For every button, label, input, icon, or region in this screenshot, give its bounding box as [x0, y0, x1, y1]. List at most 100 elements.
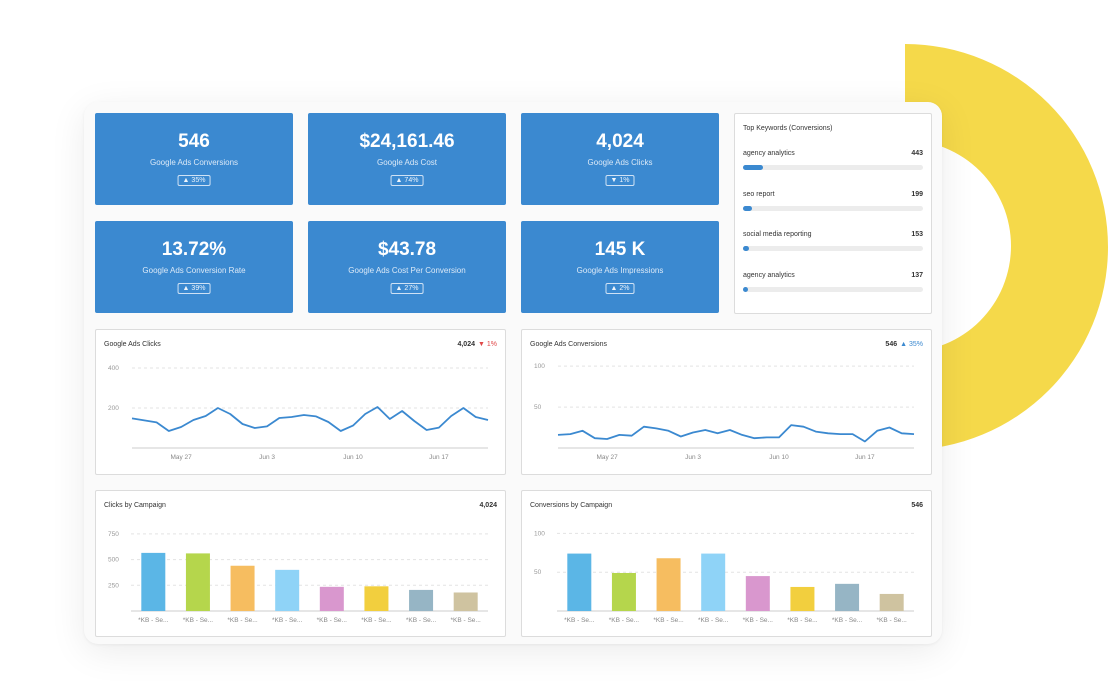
- x-tick-label: May 27: [170, 454, 192, 461]
- y-tick-label: 400: [108, 365, 119, 372]
- bar: [453, 592, 478, 611]
- x-tick-label: *KB - Se...: [787, 617, 818, 624]
- keyword-count: 443: [911, 150, 923, 157]
- kpi-change-badge: ▲ 27%: [390, 283, 424, 294]
- panel-title: Top Keywords (Conversions): [743, 125, 833, 132]
- panel-title: Google Ads Clicks: [104, 341, 161, 348]
- change-indicator: ▼ 1%: [478, 341, 497, 348]
- keyword-bar-track: [743, 206, 923, 211]
- y-tick-label: 750: [108, 531, 119, 538]
- keyword-bar-fill: [743, 165, 763, 170]
- keyword-row[interactable]: social media reporting 153: [743, 231, 923, 261]
- conversions-campaign-panel[interactable]: Conversions by Campaign 546 100 50 *KB - S…: [521, 490, 932, 637]
- kpi-tile-impressions[interactable]: 145 K Google Ads Impressions ▲ 2%: [521, 221, 719, 313]
- y-tick-label: 100: [534, 363, 545, 370]
- bar: [230, 565, 255, 611]
- top-keywords-panel[interactable]: Top Keywords (Conversions) agency analyt…: [734, 113, 932, 314]
- series-line: [131, 406, 489, 432]
- keyword-name: social media reporting: [743, 231, 812, 238]
- kpi-tile-conversions[interactable]: 546 Google Ads Conversions ▲ 35%: [95, 113, 293, 205]
- clicks-line-panel[interactable]: Google Ads Clicks 4,024 ▼ 1% 400 200 May 27…: [95, 329, 506, 475]
- kpi-label: Google Ads Impressions: [576, 266, 664, 275]
- kpi-tile-cost-per-conversion[interactable]: $43.78 Google Ads Cost Per Conversion ▲ …: [308, 221, 506, 313]
- kpi-value: 546: [178, 131, 210, 152]
- bar: [879, 593, 904, 611]
- kpi-tile-cost[interactable]: $24,161.46 Google Ads Cost ▲ 74%: [308, 113, 506, 205]
- kpi-label: Google Ads Cost Per Conversion: [348, 266, 466, 275]
- panel-total: 546: [911, 502, 923, 509]
- x-tick-label: *KB - Se...: [317, 617, 348, 624]
- kpi-value: $24,161.46: [359, 131, 455, 152]
- bar: [835, 583, 860, 611]
- bar: [364, 586, 389, 611]
- x-tick-label: *KB - Se...: [272, 617, 303, 624]
- panel-title: Clicks by Campaign: [104, 502, 166, 509]
- x-tick-label: *KB - Se...: [361, 617, 392, 624]
- bar: [745, 576, 770, 611]
- kpi-tile-conversion-rate[interactable]: 13.72% Google Ads Conversion Rate ▲ 39%: [95, 221, 293, 313]
- kpi-label: Google Ads Cost: [376, 158, 438, 167]
- clicks-campaign-panel[interactable]: Clicks by Campaign 4,024 750 500 250 *KB - …: [95, 490, 506, 637]
- bar: [656, 558, 681, 611]
- yellow-arc-shape: [905, 44, 1108, 450]
- bar: [141, 552, 166, 611]
- kpi-change-badge: ▼ 1%: [605, 175, 635, 186]
- x-tick-label: *KB - Se...: [832, 617, 863, 624]
- keyword-bar-fill: [743, 246, 750, 251]
- x-tick-label: *KB - Se...: [698, 617, 729, 624]
- keyword-count: 199: [911, 191, 923, 198]
- conversions-line-chart: 100 50 May 27 Jun 3 Jun 10 Jun 17: [534, 363, 915, 461]
- panel-total: 546 ▲ 35%: [885, 341, 923, 348]
- keyword-bar-track: [743, 165, 923, 170]
- kpi-value: 13.72%: [161, 239, 227, 260]
- x-tick-label: Jun 10: [769, 454, 789, 461]
- keyword-row[interactable]: seo report 199: [743, 191, 923, 221]
- x-tick-label: Jun 10: [343, 454, 363, 461]
- total-value: 546: [885, 341, 898, 348]
- x-tick-label: *KB - Se...: [227, 617, 258, 624]
- panel-total: 4,024: [479, 502, 497, 509]
- kpi-change-badge: ▲ 74%: [390, 175, 424, 186]
- series-line: [557, 424, 915, 443]
- keyword-row[interactable]: agency analytics 137: [743, 272, 923, 302]
- y-tick-label: 500: [108, 557, 119, 564]
- bar: [611, 572, 636, 611]
- bar: [701, 553, 726, 611]
- panel-title: Google Ads Conversions: [530, 341, 608, 348]
- x-tick-label: *KB - Se...: [406, 617, 437, 624]
- keyword-bar-track: [743, 246, 923, 251]
- panel-title: Conversions by Campaign: [530, 502, 613, 509]
- bar: [319, 586, 344, 611]
- x-tick-label: *KB - Se...: [609, 617, 640, 624]
- kpi-label: Google Ads Conversions: [149, 158, 239, 167]
- keyword-name: seo report: [743, 191, 775, 198]
- kpi-tile-clicks[interactable]: 4,024 Google Ads Clicks ▼ 1%: [521, 113, 719, 205]
- x-tick-label: Jun 17: [855, 454, 875, 461]
- x-tick-label: *KB - Se...: [183, 617, 214, 624]
- bar: [567, 553, 592, 611]
- total-value: 4,024: [457, 341, 475, 348]
- kpi-change-badge: ▲ 35%: [177, 175, 211, 186]
- conversions-bar-chart: 100 50 *KB - Se... *KB - Se... *KB - Se... *K…: [534, 530, 914, 624]
- kpi-label: Google Ads Clicks: [587, 158, 653, 167]
- keyword-row[interactable]: agency analytics 443: [743, 150, 923, 180]
- x-tick-label: Jun 3: [259, 454, 275, 461]
- x-tick-label: *KB - Se...: [138, 617, 169, 624]
- keyword-name: agency analytics: [743, 272, 795, 279]
- bar: [790, 586, 815, 611]
- y-tick-label: 200: [108, 405, 119, 412]
- bar: [185, 553, 210, 611]
- x-tick-label: *KB - Se...: [451, 617, 482, 624]
- x-tick-label: Jun 3: [685, 454, 701, 461]
- conversions-line-panel[interactable]: Google Ads Conversions 546 ▲ 35% 100 50 May…: [521, 329, 932, 475]
- keyword-bar-track: [743, 287, 923, 292]
- kpi-value: 145 K: [594, 239, 646, 260]
- kpi-value: 4,024: [596, 131, 644, 152]
- kpi-value: $43.78: [377, 239, 437, 260]
- y-tick-label: 100: [534, 530, 545, 537]
- keyword-bar-fill: [743, 206, 752, 211]
- kpi-change-badge: ▲ 2%: [605, 283, 635, 294]
- y-tick-label: 250: [108, 582, 119, 589]
- kpi-change-badge: ▲ 39%: [177, 283, 211, 294]
- keyword-bar-fill: [743, 287, 749, 292]
